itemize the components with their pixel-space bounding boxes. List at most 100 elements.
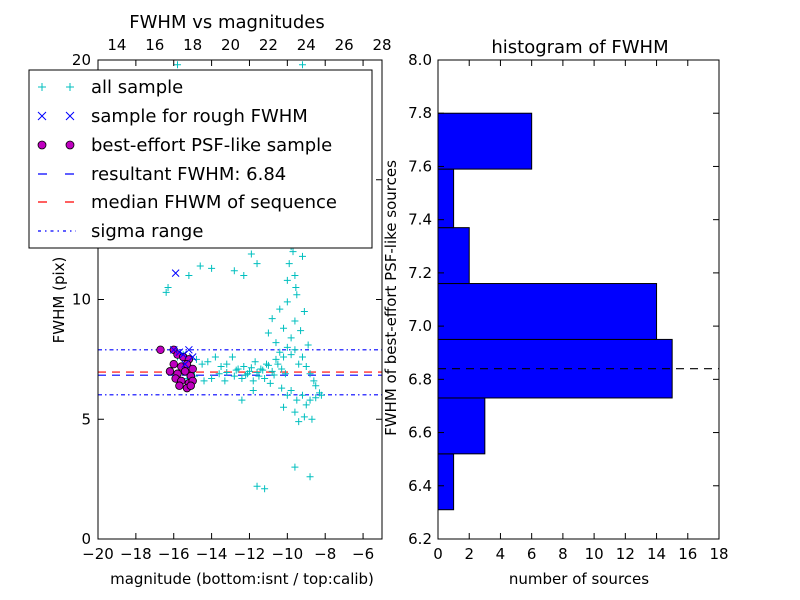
- point-all-sample: [280, 353, 288, 361]
- point-all-sample: [278, 384, 286, 392]
- point-all-sample: [211, 353, 219, 361]
- scatter-panel: FWHM vs magnitudes −20 −18 −16 −14 −12 −10 −8−…: [28, 12, 392, 588]
- legend-marker-1: [37, 111, 47, 121]
- point-all-sample: [259, 366, 267, 374]
- point-all-sample: [251, 358, 259, 366]
- histogram-bar: [437, 112, 533, 170]
- point-all-sample: [230, 267, 238, 275]
- point-all-sample: [242, 371, 250, 379]
- point-rough-sample: [169, 345, 178, 354]
- point-all-sample: [278, 365, 286, 373]
- histogram-axes-frame: [437, 59, 720, 540]
- point-all-sample: [264, 329, 272, 337]
- scatter-top-tick-label: 24: [297, 36, 316, 54]
- point-all-sample: [253, 482, 261, 490]
- point-all-sample: [198, 360, 206, 368]
- point-all-sample: [298, 353, 306, 361]
- point-all-sample: [306, 370, 314, 378]
- point-rough-sample: [179, 350, 188, 359]
- legend-label-sigma: sigma range: [91, 221, 203, 242]
- legend-marker-0: [66, 83, 74, 91]
- scatter-ytick-label: 5: [81, 410, 91, 428]
- point-psf-sample: [175, 381, 184, 390]
- point-psf-sample: [186, 381, 195, 390]
- point-all-sample: [300, 307, 308, 315]
- point-all-sample: [192, 355, 200, 363]
- histogram-xtick-label: 2: [464, 545, 474, 563]
- histogram-ytick-label: 6.2: [408, 530, 432, 548]
- point-all-sample: [223, 369, 231, 377]
- histogram-xtick-label: 14: [647, 545, 666, 563]
- point-all-sample: [302, 363, 310, 371]
- point-all-sample: [162, 288, 170, 296]
- histogram-ytick-label: 8.0: [408, 51, 432, 69]
- histogram-xlabel: number of sources: [509, 570, 649, 588]
- histogram-xtick-label: 16: [678, 545, 697, 563]
- scatter-xtick-label: −20: [82, 545, 114, 563]
- histogram-ylabel: FWHM of best-effort PSF-like sources: [382, 160, 400, 436]
- point-all-sample: [291, 408, 299, 416]
- histogram-ytick-label: 7.8: [408, 104, 432, 122]
- point-psf-sample: [165, 367, 175, 376]
- histogram-bar: [437, 227, 470, 285]
- point-all-sample: [295, 360, 303, 368]
- point-all-sample: [310, 377, 318, 385]
- point-all-sample: [270, 371, 278, 379]
- point-all-sample: [232, 366, 240, 374]
- histogram-panel: histogram of FWHM 0 2 4 6 8 10 12 14 16 18 6.2 6.4 6…: [382, 37, 729, 588]
- histogram-xtick-label: 0: [433, 545, 443, 563]
- point-all-sample: [293, 396, 301, 404]
- scatter-top-tick-label: 22: [259, 36, 278, 54]
- point-all-sample: [266, 379, 274, 387]
- point-rough-sample: [171, 269, 180, 278]
- point-all-sample: [312, 394, 320, 402]
- point-all-sample: [249, 377, 257, 385]
- scatter-top-tick-label: 26: [335, 36, 354, 54]
- point-all-sample: [291, 317, 299, 325]
- histogram-ytick-label: 7.6: [408, 157, 432, 175]
- point-all-sample: [287, 387, 295, 395]
- point-all-sample: [238, 396, 246, 404]
- point-all-sample: [249, 387, 257, 395]
- point-all-sample: [264, 361, 272, 369]
- histogram-ytick-label: 6.8: [408, 370, 432, 388]
- scatter-axes-frame: [97, 59, 383, 540]
- point-all-sample: [204, 358, 212, 366]
- point-rough-sample: [181, 360, 189, 369]
- point-all-sample: [283, 391, 291, 399]
- point-all-sample: [228, 353, 236, 361]
- legend-box: [28, 69, 373, 249]
- point-all-sample: [287, 334, 295, 342]
- scatter-xtick-label: −8: [314, 545, 336, 563]
- point-all-sample: [317, 391, 325, 399]
- scatter-xlabel: magnitude (bottom:isnt / top:calib): [110, 570, 374, 588]
- point-all-sample: [306, 473, 314, 481]
- point-all-sample: [292, 284, 300, 292]
- point-rough-sample: [175, 348, 184, 357]
- histogram-ytick-label: 7.4: [408, 211, 432, 229]
- scatter-top-tick-label: 20: [221, 36, 240, 54]
- point-all-sample: [304, 341, 312, 349]
- legend-markers: [37, 83, 76, 232]
- histogram-title: histogram of FWHM: [491, 37, 668, 58]
- point-all-sample: [283, 343, 291, 351]
- point-all-sample: [281, 370, 289, 378]
- point-all-sample: [276, 348, 284, 356]
- point-all-sample: [300, 413, 308, 421]
- scatter-top-tick-label: 16: [145, 36, 164, 54]
- legend-label-psf-sample: best-effort PSF-like sample: [91, 135, 332, 156]
- point-all-sample: [208, 375, 216, 383]
- scatter-top-tick-label: 14: [107, 36, 126, 54]
- point-all-sample: [276, 305, 284, 313]
- legend: all sample sample for rough FWHM best-ef…: [28, 69, 373, 249]
- scatter-xtick-label: −10: [272, 545, 304, 563]
- point-all-sample: [240, 272, 248, 280]
- point-all-sample: [291, 463, 299, 471]
- point-all-sample: [217, 363, 225, 371]
- point-psf-sample: [169, 359, 178, 369]
- point-psf-sample: [156, 345, 165, 354]
- legend-label-rough-sample: sample for rough FWHM: [91, 106, 308, 127]
- legend-label-median: median FHWM of sequence: [91, 192, 337, 213]
- point-all-sample: [255, 372, 263, 380]
- point-all-sample: [223, 360, 231, 368]
